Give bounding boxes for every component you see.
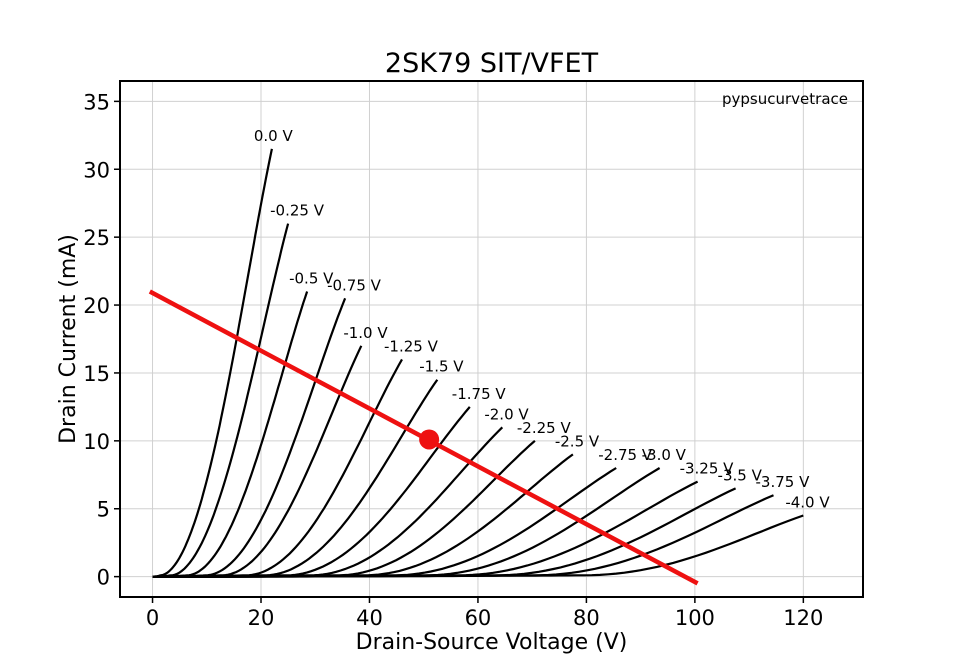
curve-label: -2.5 V bbox=[555, 432, 600, 450]
x-tick-label: 20 bbox=[248, 606, 275, 630]
operating-point bbox=[419, 429, 440, 450]
curve-label: 0.0 V bbox=[254, 127, 294, 145]
y-tick-label: 5 bbox=[97, 498, 110, 522]
watermark-text: pypsucurvetrace bbox=[722, 90, 848, 108]
x-tick-label: 80 bbox=[573, 606, 600, 630]
curve-label: -1.0 V bbox=[343, 324, 388, 342]
chart-title: 2SK79 SIT/VFET bbox=[385, 48, 599, 79]
curve-label: -3.0 V bbox=[642, 446, 687, 464]
x-tick-label: 60 bbox=[465, 606, 492, 630]
curve-label: -2.75 V bbox=[598, 446, 653, 464]
curve-label: -2.0 V bbox=[484, 405, 529, 423]
y-tick-label: 30 bbox=[83, 158, 110, 182]
curve-label: -0.75 V bbox=[327, 276, 382, 294]
x-axis-title: Drain-Source Voltage (V) bbox=[356, 630, 628, 655]
curve-labels: 0.0 V -0.25 V -0.5 V-0.75 V -1.0 V-1.25 V -1… bbox=[254, 127, 831, 512]
y-tick-label: 15 bbox=[83, 362, 110, 386]
curve-label: -3.25 V bbox=[680, 460, 735, 478]
curve-label: -0.25 V bbox=[270, 202, 325, 220]
curve-label: -1.75 V bbox=[452, 385, 507, 403]
y-tick-label: 20 bbox=[83, 294, 110, 318]
load-line-group bbox=[148, 289, 699, 586]
y-tick-label: 35 bbox=[83, 90, 110, 114]
x-tick-label: 100 bbox=[675, 606, 715, 630]
ticks: 0 20 40 60 80 100 120 0 5 10 15 20 25 30 35 bbox=[83, 90, 823, 630]
curve-vgs-0 bbox=[152, 148, 273, 578]
curve-vgs-14 bbox=[152, 487, 737, 578]
curves bbox=[152, 148, 804, 578]
grid bbox=[120, 81, 863, 597]
curve-label: -1.5 V bbox=[419, 358, 464, 376]
plot-frame bbox=[119, 80, 864, 598]
curve-vgs-15 bbox=[152, 494, 774, 578]
y-tick-label: 10 bbox=[83, 430, 110, 454]
curve-label: -4.0 V bbox=[785, 494, 830, 512]
x-tick-label: 40 bbox=[356, 606, 383, 630]
curve-vgs-1 bbox=[152, 223, 290, 578]
curve-label: -3.75 V bbox=[756, 473, 811, 491]
x-tick-label: 0 bbox=[146, 606, 159, 630]
curve-label: -1.25 V bbox=[384, 337, 439, 355]
x-tick-label: 120 bbox=[783, 606, 823, 630]
curve-label: -3.5 V bbox=[718, 466, 763, 484]
curve-label: -2.25 V bbox=[517, 419, 572, 437]
y-tick-label: 0 bbox=[97, 566, 110, 590]
y-tick-label: 25 bbox=[83, 226, 110, 250]
curve-vgs-3 bbox=[152, 297, 347, 578]
y-axis-title: Drain Current (mA) bbox=[56, 234, 81, 444]
curve-vgs-16 bbox=[152, 514, 804, 578]
curve-label: -0.5 V bbox=[289, 269, 334, 287]
